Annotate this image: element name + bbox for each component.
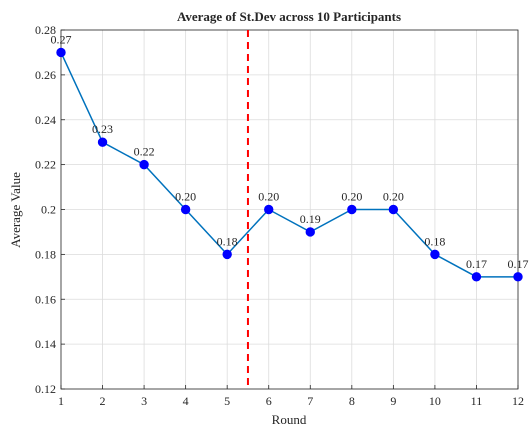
- data-point: [430, 249, 440, 260]
- data-label: 0.18: [217, 234, 238, 248]
- y-tick-label: 0.24: [35, 113, 56, 127]
- data-point: [56, 47, 66, 58]
- data-label: 0.18: [424, 234, 445, 248]
- data-point: [513, 272, 523, 282]
- y-tick-label: 0.28: [35, 23, 56, 37]
- x-tick-label: 10: [429, 394, 441, 408]
- chart-title: Average of St.Dev across 10 Participants: [177, 9, 401, 24]
- y-tick-label: 0.2: [41, 203, 56, 217]
- x-tick-label: 2: [100, 394, 106, 408]
- data-label: 0.20: [341, 190, 362, 204]
- x-tick-label: 6: [266, 394, 272, 408]
- data-label: 0.17: [508, 257, 529, 271]
- data-point: [471, 272, 482, 282]
- data-point: [222, 249, 232, 260]
- x-tick-label: 12: [512, 394, 524, 408]
- axes: 1 2 3 4 5 6 7 8 9 10 11 120.120.140.160.180.20.220.…: [35, 23, 524, 408]
- data-label: 0.20: [258, 190, 279, 204]
- x-tick-label: 3: [141, 394, 147, 408]
- x-axis-label: Round: [272, 412, 307, 427]
- x-tick-label: 9: [390, 394, 396, 408]
- y-tick-label: 0.12: [35, 382, 56, 396]
- data-point: [305, 227, 315, 237]
- y-tick-label: 0.18: [35, 247, 56, 261]
- y-tick-label: 0.26: [35, 68, 56, 82]
- data-point: [347, 204, 357, 215]
- data-point: [264, 204, 274, 215]
- grid: [60, 29, 519, 390]
- data-label: 0.23: [92, 122, 113, 136]
- x-tick-label: 5: [224, 394, 230, 408]
- data-label: 0.20: [383, 190, 404, 204]
- y-tick-label: 0.14: [35, 337, 56, 351]
- x-tick-label: 4: [183, 394, 189, 408]
- data-label: 0.27: [51, 32, 72, 46]
- y-tick-label: 0.22: [35, 158, 56, 172]
- data-point: [180, 204, 191, 215]
- data-label: 0.19: [300, 212, 321, 226]
- x-tick-label: 8: [349, 394, 355, 408]
- series-line: [60, 52, 518, 278]
- data-label: 0.20: [175, 190, 196, 204]
- data-point: [388, 204, 399, 215]
- data-point: [97, 137, 108, 147]
- y-axis-label: Average Value: [8, 172, 23, 248]
- data-label: 0.17: [466, 257, 487, 271]
- x-tick-label: 7: [307, 394, 313, 408]
- x-tick-label: 1: [58, 394, 64, 408]
- data-point: [139, 159, 149, 170]
- y-tick-label: 0.16: [35, 292, 56, 306]
- series: 0.27 0.23 0.22 0.20 0.18 0.20 0.19 0.20 0.20 0.18…: [51, 32, 529, 282]
- data-label: 0.22: [134, 145, 155, 159]
- x-tick-label: 11: [471, 394, 483, 408]
